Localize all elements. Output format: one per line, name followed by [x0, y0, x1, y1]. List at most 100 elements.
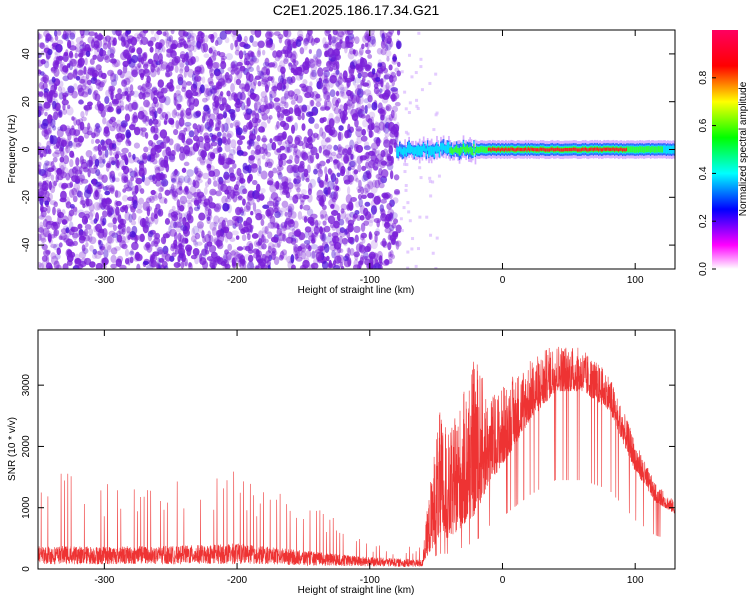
spectrogram-cell [363, 98, 370, 104]
spectrogram-cell [269, 93, 273, 103]
spectrogram-cell [407, 53, 411, 57]
spectrogram-cell [347, 223, 354, 233]
spectrogram-cell [115, 200, 122, 207]
spectrogram-cell [231, 215, 240, 222]
spectrogram-cell [143, 177, 151, 186]
spectrogram-cell [56, 209, 62, 218]
spectrogram-cell [98, 183, 104, 190]
spectrogram-cell [313, 168, 318, 175]
spectrogram-cell [80, 178, 89, 184]
spectrogram-cell [55, 141, 62, 148]
spectrogram-cell [255, 265, 260, 269]
spectrogram-cell [59, 156, 65, 163]
spectrogram-cell [73, 207, 78, 216]
spectrogram-cell [366, 124, 371, 133]
spectrogram-cell [51, 94, 56, 100]
spectrogram-cell [336, 30, 345, 38]
spectrogram-cell [95, 223, 102, 233]
spectrogram-cell [219, 30, 227, 40]
spectrogram-cell [112, 146, 120, 152]
spectrogram-cell [388, 212, 393, 222]
spectrogram-cell [47, 148, 52, 155]
spectrogram-cell [309, 153, 315, 164]
spectrogram-cell [288, 195, 294, 201]
spectrogram-cell [360, 232, 367, 239]
spectrogram-cell [234, 101, 242, 109]
spectrogram-cell [251, 41, 259, 48]
spectrogram-cell [105, 133, 110, 139]
page-title: C2E1.2025.186.17.34.G21 [272, 2, 440, 18]
spectrogram-cell [143, 68, 151, 77]
spectrogram-cell [404, 184, 408, 188]
spectrogram-cell [77, 69, 84, 76]
spectrogram-cell [315, 101, 322, 108]
spectrogram-cell [184, 121, 192, 127]
spectrogram-cell [357, 110, 363, 117]
spectrogram-cell [293, 178, 301, 185]
spectrogram-cell [297, 30, 304, 38]
spectrogram-cell [300, 199, 305, 206]
spectrogram-cell [403, 170, 407, 174]
spectrogram-cell [203, 84, 209, 90]
spectrogram-cell [66, 253, 74, 263]
spectrogram-cell [324, 125, 329, 131]
spectrogram-cell [322, 79, 329, 84]
spectrogram-cell [236, 139, 243, 146]
spectrogram-cell [102, 42, 108, 50]
spectrogram-cell [102, 158, 106, 164]
spectrogram-cell [373, 136, 381, 144]
snr-y-label: SNR (10 * v/v) [7, 417, 18, 481]
spectrogram-cell [165, 38, 170, 49]
spectrogram-cell [346, 247, 351, 254]
spectrogram-cell [263, 238, 269, 244]
spectrogram-cell [117, 214, 122, 223]
spectrogram-cell [244, 83, 251, 93]
spectrogram-cell [257, 158, 261, 167]
spectrogram-cell [334, 50, 341, 60]
spectrogram-cell [92, 146, 99, 152]
spectrogram-cell [290, 211, 297, 219]
spectrogram-cell [241, 258, 245, 267]
spectrogram-cell [75, 43, 81, 53]
spectrogram-cell [83, 189, 92, 199]
spectrogram-cell [52, 105, 60, 111]
spectrogram-cell [273, 256, 280, 266]
spectrogram-cell [306, 151, 311, 161]
spectrogram-cell [326, 136, 332, 143]
spectrogram-cell [229, 122, 234, 129]
spectrogram-cell [225, 224, 230, 232]
spectrogram-cell [241, 234, 247, 242]
spectrogram-cell [188, 261, 192, 268]
spectrogram-cell [213, 221, 218, 227]
spectrogram-cell [384, 132, 390, 138]
spectrogram-cell [308, 264, 316, 269]
spectrogram-cell [321, 131, 326, 140]
spectrogram-cell [353, 251, 360, 258]
spectrogram-cell [388, 159, 394, 166]
spectrogram-cell [87, 101, 93, 107]
spectrogram-cell [231, 92, 237, 101]
spectrogram-cell [131, 185, 139, 195]
spectrogram-cell [254, 30, 262, 38]
spectrogram-cell [370, 199, 377, 209]
spectrogram-cell [107, 235, 115, 244]
spectrogram-cell [115, 206, 120, 216]
spectrogram-cell [56, 128, 64, 138]
spectrogram-cell [134, 126, 141, 132]
spectrogram-cell [236, 92, 243, 101]
spectrogram-cell [434, 113, 438, 117]
spectrogram-cell [322, 86, 328, 95]
spectrogram-cell [160, 87, 168, 94]
spectrogram-cell [68, 140, 73, 149]
spectrogram-cell [92, 54, 98, 60]
spectrogram-cell [303, 168, 309, 178]
spectrogram-cell [76, 190, 83, 198]
snr-y-tick-label: 3000 [21, 374, 32, 397]
spectrogram-cell [288, 39, 295, 46]
spectrogram-cell [176, 144, 181, 153]
spectrogram-cell [373, 86, 380, 95]
spectrogram-cell [104, 96, 110, 105]
spectrogram-cell [305, 243, 311, 250]
spectrogram-cell [299, 264, 307, 269]
spectrogram-cell [171, 252, 177, 258]
